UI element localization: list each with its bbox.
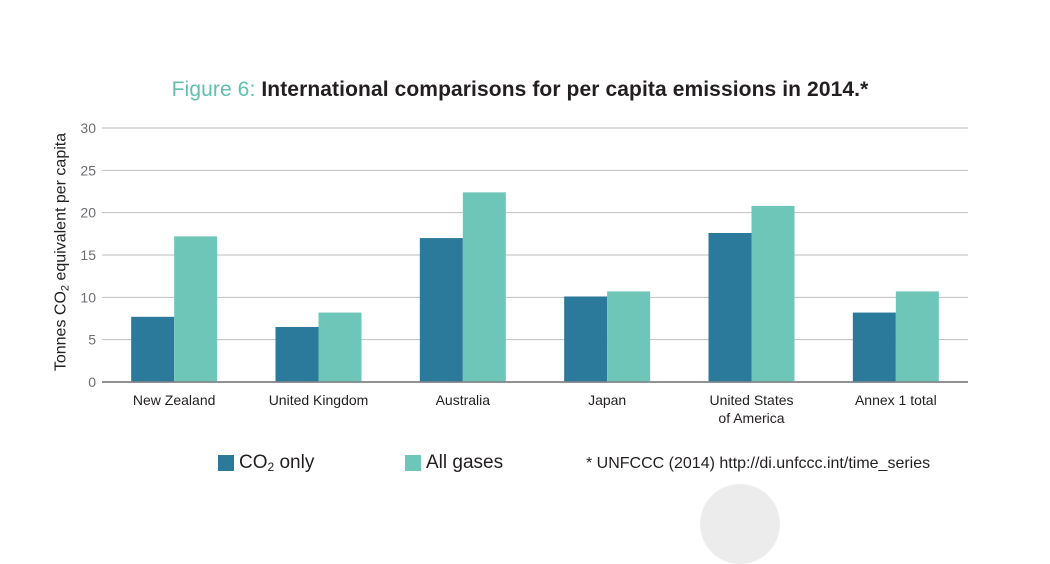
bar-co2-only [852, 312, 896, 382]
source-note: * UNFCCC (2014) http://di.unfccc.int/tim… [586, 455, 931, 472]
x-tick-label: Annex 1 total [855, 392, 937, 408]
chart-title: Figure 6: International comparisons for … [0, 78, 1040, 102]
bar-all-gases [462, 192, 506, 382]
x-tick-label: Japan [588, 392, 626, 408]
legend-swatch-co2-only [218, 455, 234, 471]
x-tick-label: Australia [436, 392, 491, 408]
bar-all-gases [607, 291, 651, 382]
bar-all-gases [174, 236, 218, 382]
bar-all-gases [895, 291, 939, 382]
bar-co2-only [419, 238, 463, 382]
legend-item-co2-only: CO2 only [218, 452, 314, 474]
legend-label-all-gases: All gases [426, 452, 504, 473]
bar-co2-only [275, 326, 319, 382]
bar-all-gases [751, 205, 795, 382]
bar-co2-only [131, 316, 175, 382]
y-tick-label: 25 [80, 162, 96, 178]
y-tick-label: 30 [80, 120, 96, 136]
y-tick-label: 20 [80, 205, 96, 221]
bar-co2-only [564, 296, 608, 382]
x-tick-label: United States [709, 392, 793, 408]
y-tick-label: 5 [88, 332, 96, 348]
legend-item-all-gases: All gases [405, 452, 503, 474]
bar-all-gases [318, 312, 362, 382]
bar-chart: 0 5 10 15 20 25 30 New Zealand United Kingdom Aus… [80, 120, 968, 426]
y-tick-label: 0 [88, 374, 96, 390]
y-tick-label: 10 [80, 289, 96, 305]
x-tick-label: United Kingdom [269, 392, 369, 408]
x-tick-label: of America [718, 410, 784, 426]
legend-label-co2-only: CO2 only [239, 452, 315, 474]
chart-title-text: International comparisons for per capita… [261, 78, 869, 101]
bar-co2-only [708, 232, 752, 382]
x-tick-label: New Zealand [133, 392, 216, 408]
y-tick-label: 15 [80, 247, 96, 263]
figure-number: Figure 6: [171, 78, 256, 101]
legend-swatch-all-gases [405, 455, 421, 471]
